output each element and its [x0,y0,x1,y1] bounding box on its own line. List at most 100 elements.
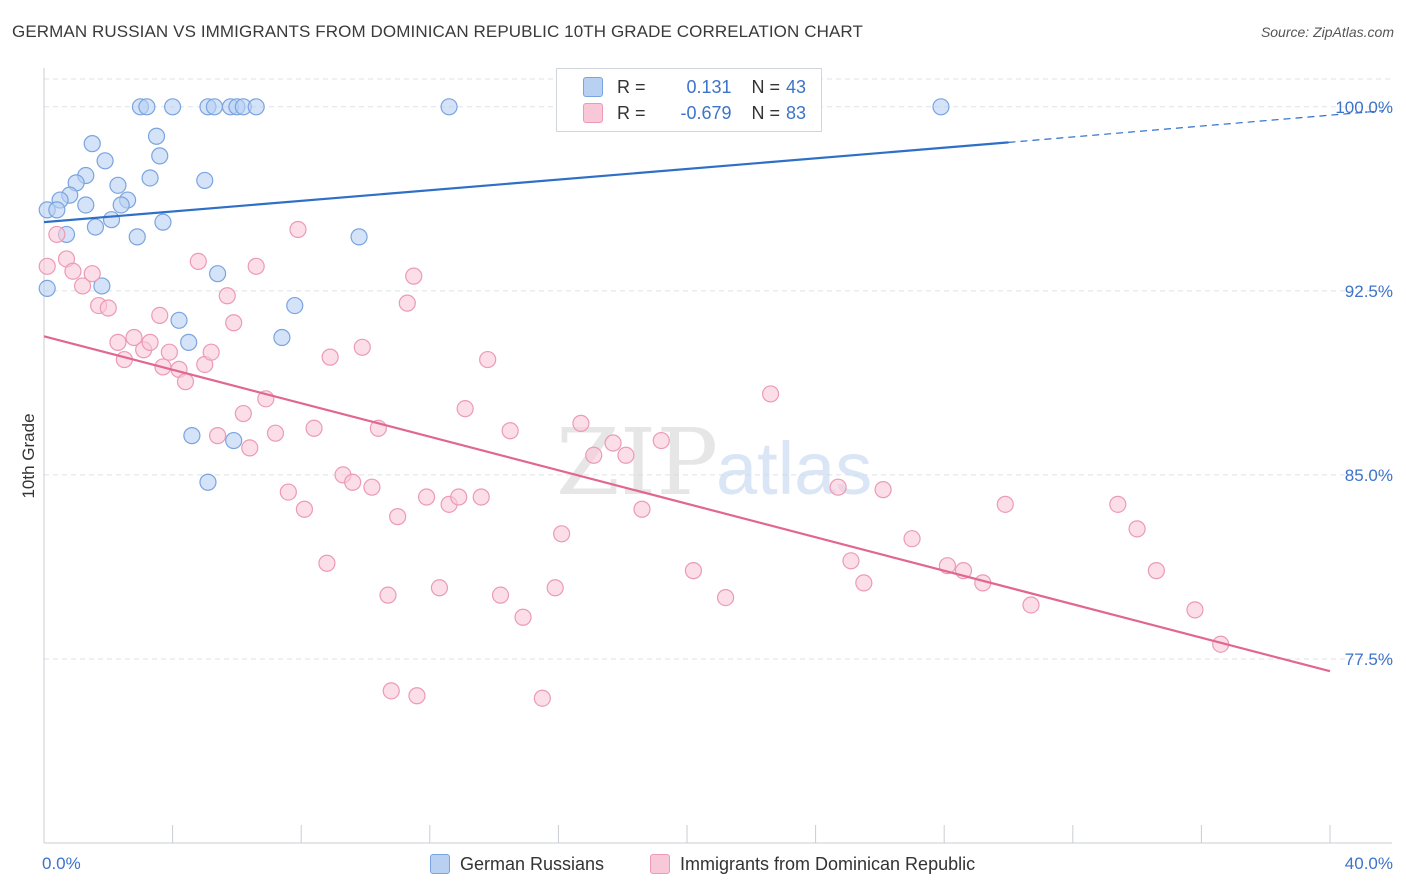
legend-row-dominican: R = -0.679 N = 83 [583,101,806,125]
point-dominican [176,373,195,391]
point-dominican [652,431,670,450]
point-dominican [344,473,362,491]
point-german-russians [38,279,56,298]
point-dominican [209,427,227,445]
point-german-russians [932,98,950,116]
point-dominican [202,343,220,361]
point-german-russians [77,196,95,214]
point-german-russians [86,218,105,236]
point-dominican [99,299,117,317]
point-german-russians [209,265,227,283]
point-german-russians [147,127,166,145]
y-tick-label: 100.0% [1335,98,1393,117]
bottom-legend-label: Immigrants from Dominican Republic [680,853,976,874]
point-dominican [225,314,243,332]
point-german-russians [440,98,458,116]
point-german-russians [154,213,172,231]
point-german-russians [48,201,66,219]
point-dominican [405,267,423,285]
bottom-legend-german-russians: German Russians [430,852,604,876]
point-dominican [289,220,307,239]
point-dominican [141,333,159,351]
point-german-russians [151,147,169,165]
point-german-russians [286,296,304,315]
legend-swatch-blue [583,77,603,97]
watermark-atlas: atlas [716,427,872,510]
y-axis-label: 10th Grade [19,413,38,498]
point-german-russians [141,169,159,187]
bottom-legend-dominican: Immigrants from Dominican Republic [650,852,975,876]
legend-r-label: R = [617,76,646,97]
point-dominican [842,552,860,570]
point-dominican [160,343,178,361]
legend-swatch-pink [583,103,603,123]
point-dominican [1128,520,1146,538]
point-dominican [479,350,497,369]
point-dominican [48,225,66,244]
y-tick-label: 77.5% [1345,650,1393,669]
point-dominican [189,252,207,271]
point-dominican [1109,495,1127,513]
point-dominican [716,589,735,607]
trend-layer [43,110,1385,673]
bottom-legend-swatch-pink [650,854,670,874]
point-german-russians [247,98,265,116]
point-dominican [83,265,101,283]
point-dominican [64,262,82,280]
point-german-russians [93,277,111,295]
legend-row-german-russians: R = 0.131 N = 43 [583,75,806,99]
legend-r-value: -0.679 [680,102,732,123]
chart-title: GERMAN RUSSIAN VS IMMIGRANTS FROM DOMINI… [12,22,863,41]
point-dominican [363,478,381,496]
point-dominican [1147,562,1165,580]
point-dominican [456,400,474,418]
point-dominican [617,446,635,464]
point-dominican [533,689,551,707]
stats-legend: R = 0.131 N = 43 R = -0.679 N = 83 [556,68,822,132]
point-dominican [241,439,259,457]
point-german-russians [96,152,114,170]
point-german-russians [199,473,217,491]
point-dominican [491,586,510,604]
point-dominican [109,333,127,351]
point-german-russians [225,431,243,450]
point-dominican [305,419,323,437]
point-german-russians [205,98,223,116]
bottom-legend-label: German Russians [460,853,605,874]
y-tick-label: 92.5% [1345,282,1393,301]
point-dominican [318,554,336,572]
legend-r-label: R = [617,102,646,123]
point-dominican [247,257,265,275]
point-german-russians [138,98,156,116]
point-dominican [572,414,590,432]
point-dominican [501,422,519,440]
point-dominican [855,574,873,592]
point-german-russians [170,311,188,329]
legend-n-label: N = [751,102,781,123]
trend-line-dominican [43,335,1331,673]
point-dominican [218,287,236,305]
point-german-russians [102,211,121,229]
point-german-russians [180,333,198,351]
point-dominican [73,277,92,295]
point-german-russians [164,98,182,116]
point-dominican [295,500,314,518]
trend-line-german-russians-dashed [1008,110,1385,143]
point-dominican [585,446,603,464]
point-german-russians [112,196,130,214]
point-dominican [382,682,400,700]
axes-layer [43,68,1392,844]
watermark: ZIP atlas [556,409,872,516]
bottom-legend-swatch-blue [430,854,450,874]
legend-r-value: 0.131 [686,76,732,97]
point-dominican [151,306,169,324]
legend-n-label: N = [751,76,781,97]
point-dominican [996,495,1014,513]
point-dominican [450,488,468,506]
point-dominican [829,478,847,496]
point-dominican [389,508,407,526]
legend-n-value: 83 [786,102,807,123]
point-dominican [553,525,571,543]
point-dominican [321,348,339,366]
point-german-russians [128,228,146,246]
